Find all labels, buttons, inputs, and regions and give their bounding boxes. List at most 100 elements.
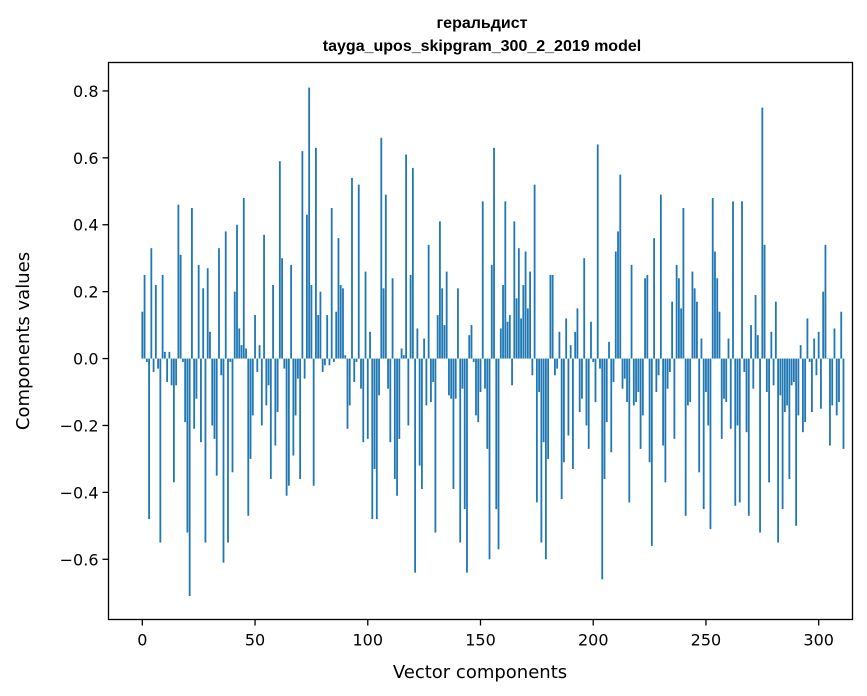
bar-251 (707, 358, 710, 426)
bar-72 (303, 358, 306, 379)
bar-199 (590, 321, 592, 359)
bar-40 (231, 358, 234, 473)
bar-293 (802, 358, 804, 433)
bar-93 (351, 177, 353, 359)
bar-57 (269, 358, 272, 479)
bar-215 (626, 358, 628, 403)
bar-260 (727, 338, 730, 359)
bar-82 (326, 315, 329, 359)
bar-132 (439, 221, 441, 359)
bar-202 (596, 144, 599, 359)
bar-11 (166, 358, 169, 382)
bar-105 (378, 358, 380, 396)
bar-108 (384, 194, 387, 359)
bar-50 (254, 315, 256, 359)
bar-292 (799, 345, 802, 359)
bar-242 (687, 358, 689, 406)
bar-280 (772, 358, 775, 386)
bar-250 (705, 358, 707, 393)
bar-297 (811, 358, 813, 413)
bar-232 (664, 358, 667, 483)
bar-139 (454, 358, 457, 399)
bar-128 (430, 358, 432, 403)
y-tick-label: −0.4 (60, 483, 99, 502)
bar-228 (655, 358, 658, 393)
bar-102 (371, 358, 374, 520)
bar-310 (840, 311, 843, 359)
bar-118 (407, 358, 410, 426)
bar-44 (240, 345, 243, 359)
bar-189 (567, 358, 570, 436)
bar-54 (263, 234, 265, 359)
x-tick-label: 250 (691, 631, 722, 650)
bar-122 (416, 328, 419, 359)
bar-220 (637, 358, 640, 393)
bar-200 (592, 358, 595, 362)
bar-168 (520, 318, 522, 359)
bar-154 (488, 358, 491, 560)
bar-150 (479, 358, 482, 393)
y-axis-ticks: −0.6 −0.4 −0.2 0.0 0.2 0.4 0.6 0.8 (60, 82, 109, 569)
bar-98 (362, 358, 365, 443)
bar-113 (396, 358, 398, 496)
bar-95 (355, 358, 358, 362)
bar-90 (344, 355, 347, 359)
bar-225 (648, 358, 651, 463)
chart-subtitle: tayga_upos_skipgram_300_2_2019 model (323, 38, 641, 55)
bar-35 (220, 358, 223, 376)
bar-173 (531, 358, 534, 376)
bar-205 (603, 358, 606, 479)
bar-259 (725, 358, 728, 403)
bar-133 (441, 288, 444, 359)
bar-190 (569, 345, 572, 359)
bar-236 (673, 358, 676, 439)
bar-291 (797, 358, 800, 416)
bar-217 (630, 264, 633, 359)
bar-53 (260, 358, 263, 426)
bar-193 (576, 308, 579, 359)
bar-120 (411, 167, 414, 359)
bar-177 (540, 358, 543, 543)
bar-160 (502, 284, 504, 359)
bar-112 (393, 358, 396, 479)
bar-14 (172, 358, 175, 483)
bar-276 (763, 244, 766, 359)
bar-149 (477, 358, 480, 423)
bar-67 (292, 358, 295, 456)
bar-126 (425, 358, 428, 406)
bar-266 (741, 201, 743, 359)
bar-30 (209, 331, 211, 359)
bar-17 (179, 254, 182, 359)
bar-180 (547, 358, 550, 459)
bar-91 (346, 358, 349, 429)
bar-258 (723, 358, 725, 399)
bar-181 (549, 274, 552, 359)
bar-182 (551, 274, 554, 359)
bar-121 (414, 358, 417, 573)
bar-167 (517, 248, 520, 359)
bar-29 (206, 268, 209, 359)
bar-141 (459, 358, 462, 543)
bar-171 (526, 308, 529, 359)
bar-299 (815, 358, 818, 376)
bar-262 (732, 201, 734, 359)
bar-78 (317, 315, 320, 359)
y-tick-label: 0.6 (73, 149, 98, 168)
bar-0 (141, 311, 144, 359)
bar-33 (215, 358, 218, 476)
bar-305 (829, 358, 831, 446)
bar-136 (448, 358, 450, 396)
bar-248 (700, 338, 703, 359)
bar-268 (745, 358, 748, 433)
bar-302 (822, 291, 825, 359)
bar-110 (389, 358, 392, 443)
bar-13 (170, 358, 173, 386)
x-tick-label: 200 (578, 631, 609, 650)
bar-46 (245, 348, 247, 359)
bar-1 (143, 274, 146, 359)
bar-86 (335, 311, 338, 359)
y-axis-label: Components values (13, 252, 34, 430)
bar-106 (380, 137, 383, 359)
bar-247 (698, 358, 701, 473)
bar-25 (197, 264, 200, 359)
